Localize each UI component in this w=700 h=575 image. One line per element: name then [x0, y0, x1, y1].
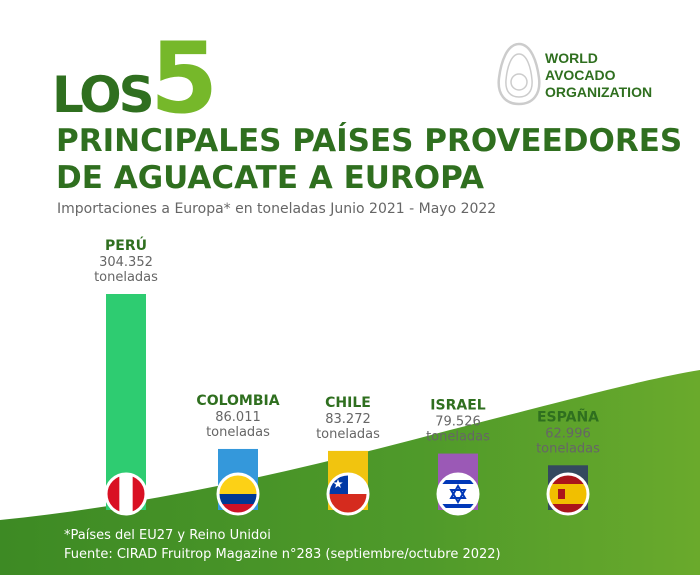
- value-label-3: 79.526: [435, 415, 481, 430]
- footnote: *Países del EU27 y Reino Unidoi: [64, 528, 271, 543]
- value-label-2: 83.272: [325, 412, 371, 427]
- category-label-4: ESPAÑA: [537, 408, 599, 425]
- unit-label-1: toneladas: [206, 425, 270, 440]
- unit-label-0: toneladas: [94, 270, 158, 285]
- category-label-3: ISRAEL: [430, 398, 485, 414]
- category-label-2: CHILE: [325, 395, 371, 411]
- brand-line-2: AVOCADO: [545, 67, 616, 83]
- subtitle: Importaciones a Europa* en toneladas Jun…: [57, 201, 497, 217]
- title-line-2: DE AGUACATE A EUROPA: [56, 160, 485, 196]
- source-note: Fuente: CIRAD Fruitrop Magazine n°283 (s…: [64, 547, 501, 562]
- number-five-heading: 5: [150, 22, 219, 136]
- peru-flag-icon: [104, 472, 148, 516]
- unit-label-4: toneladas: [536, 441, 600, 456]
- title-line-1: PRINCIPALES PAÍSES PROVEEDORES: [56, 123, 683, 159]
- category-label-0: PERÚ: [105, 236, 147, 254]
- unit-label-2: toneladas: [316, 427, 380, 442]
- bar-labels-group: PERÚ304.352toneladasCOLOMBIA86.011tonela…: [94, 236, 600, 456]
- value-label-0: 304.352: [99, 255, 153, 270]
- los-heading: LOS: [52, 66, 155, 124]
- value-label-1: 86.011: [215, 410, 261, 425]
- category-label-1: COLOMBIA: [196, 393, 279, 409]
- unit-label-3: toneladas: [426, 430, 490, 445]
- colombia-flag-icon: [216, 472, 260, 516]
- chile-flag-icon: [326, 472, 370, 516]
- avocado-logo-icon: [497, 42, 541, 106]
- flags-group: [104, 472, 590, 516]
- value-label-4: 62.996: [545, 426, 591, 441]
- brand-line-1: WORLD: [545, 50, 598, 66]
- israel-flag-icon: [436, 472, 480, 516]
- spain-flag-icon: [546, 472, 590, 516]
- brand-line-3: ORGANIZATION: [545, 84, 653, 100]
- brand-name: WORLD AVOCADO ORGANIZATION: [545, 50, 652, 101]
